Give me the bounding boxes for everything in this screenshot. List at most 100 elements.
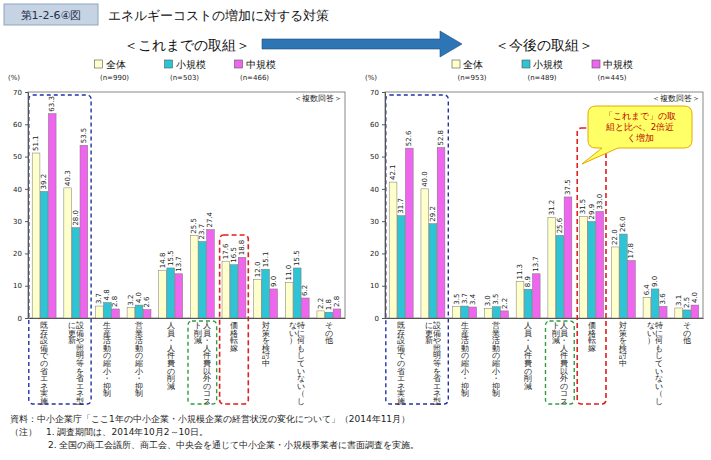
data-label: 15.5	[167, 250, 175, 266]
bar	[421, 189, 429, 318]
y-tick-label: 30	[13, 218, 22, 226]
data-label: 27.4	[206, 211, 214, 227]
x-tick: 既存設備での省エネ実施	[397, 321, 406, 406]
bar	[596, 211, 604, 318]
x-tick-label: 設備や照明等を省エネ型に更新	[425, 321, 442, 406]
y-tick-label: 30	[370, 218, 379, 226]
legend-label: 小規模	[533, 59, 563, 70]
legend-label: 中規模	[603, 59, 633, 70]
plot-frame	[28, 92, 345, 318]
x-tick-label: 人員・人件費以外のコスト削減	[552, 321, 569, 406]
x-tick-label: 対策を検討中	[619, 321, 627, 368]
x-axis-line	[386, 318, 704, 319]
x-tick: 設備や照明等を省エネ型に更新	[425, 321, 442, 406]
data-label: 52.8	[437, 130, 445, 146]
data-label: 3.5	[453, 294, 461, 305]
y-tick-mark	[382, 318, 385, 319]
bar	[437, 148, 445, 318]
x-tick-label: 生産活動の縮小・抑制	[102, 321, 111, 398]
x-tick-label: 生産活動の縮小・抑制	[460, 321, 469, 398]
legend-label: 全体	[463, 59, 483, 70]
data-label: 9.0	[270, 276, 278, 287]
y-tick-mark	[382, 221, 385, 222]
y-tick: 40	[370, 186, 385, 194]
data-labels: 42.140.03.53.011.331.231.522.06.43.131.7…	[389, 130, 699, 309]
y-tick-label: 10	[13, 282, 22, 290]
y-tick-mark	[382, 92, 385, 93]
x-tick: 生産活動の縮小・抑制	[102, 321, 111, 398]
data-label: 25.6	[556, 217, 564, 233]
x-axis: 既存設備での省エネ実施設備や照明等を省エネ型に更新生産活動の縮小・抑制営業活動の…	[29, 319, 346, 407]
bar	[40, 191, 48, 318]
y-tick-label: 60	[370, 121, 379, 129]
bar	[167, 268, 175, 318]
panel-title: ＜今後の取組＞	[495, 37, 593, 53]
y-tick-mark	[382, 124, 385, 125]
y-tick: 70	[13, 89, 28, 97]
bar	[64, 188, 72, 318]
y-tick-mark	[25, 189, 28, 190]
y-axis: 010203040506070	[370, 89, 385, 323]
panel: 42.140.03.53.011.331.231.522.06.43.131.7…	[365, 37, 704, 406]
bar	[405, 148, 413, 318]
bar	[80, 145, 88, 318]
x-tick: 対策を検討中	[262, 321, 270, 368]
bar	[691, 305, 699, 318]
x-tick-label: 設備や照明等を省エネ型に更新	[68, 321, 85, 406]
data-label: 29.9	[588, 204, 596, 220]
bar	[207, 230, 215, 318]
x-tick: 営業活動の縮小・抑制	[134, 321, 143, 398]
data-label: 40.3	[64, 170, 72, 186]
bar	[159, 270, 167, 318]
y-tick: 20	[370, 250, 385, 258]
y-tick: 30	[13, 218, 28, 226]
bar	[95, 306, 103, 318]
y-tick: 40	[13, 186, 28, 194]
y-tick-label: 50	[370, 153, 379, 161]
data-label: 28.0	[72, 210, 80, 226]
y-tick-label: 10	[370, 282, 379, 290]
legend-swatch	[235, 60, 243, 68]
data-label: 9.0	[651, 276, 659, 287]
data-label: 2.8	[111, 296, 119, 307]
y-axis-label: (%)	[365, 74, 377, 82]
data-label: 6.4	[643, 284, 651, 296]
y-tick-label: 0	[375, 315, 379, 323]
panel-title: ＜これまでの取組＞	[124, 37, 250, 53]
bar	[675, 308, 683, 318]
x-tick-label: 価格転嫁	[229, 321, 238, 353]
y-tick: 0	[18, 315, 28, 323]
data-label: 37.5	[564, 179, 572, 195]
data-label: 51.1	[32, 135, 40, 151]
data-label: 4.0	[691, 292, 699, 303]
x-tick-label: 対策を検討中	[262, 321, 270, 368]
data-label: 31.5	[579, 199, 587, 215]
bar	[285, 282, 293, 318]
data-label: 12.0	[254, 262, 262, 278]
bar	[469, 307, 477, 318]
data-label: 31.7	[397, 198, 405, 214]
y-tick: 60	[370, 121, 385, 129]
data-label: 15.5	[293, 250, 301, 266]
bar	[683, 310, 691, 318]
x-tick: 設備や照明等を省エネ型に更新	[68, 321, 85, 406]
data-label: 11.3	[516, 264, 524, 280]
data-label: 3.0	[484, 295, 492, 306]
highlight-box	[29, 95, 91, 404]
bar	[628, 261, 636, 318]
bar	[619, 234, 627, 318]
data-label: 18.8	[238, 240, 246, 256]
bar	[254, 279, 262, 318]
y-tick-mark	[382, 286, 385, 287]
highlight-box	[545, 321, 574, 404]
x-tick: 人員・人件費以外のコスト削減	[194, 321, 211, 406]
bar	[611, 247, 619, 318]
bar	[190, 236, 198, 318]
data-label: 15.1	[262, 252, 270, 268]
bar	[484, 308, 492, 318]
y-axis-label: (%)	[8, 74, 20, 82]
x-tick: 人員・人件費の削減	[167, 321, 175, 391]
bar	[580, 216, 588, 318]
x-tick-label: 人員・人件費の削減	[524, 321, 532, 391]
highlight-box	[220, 235, 249, 404]
